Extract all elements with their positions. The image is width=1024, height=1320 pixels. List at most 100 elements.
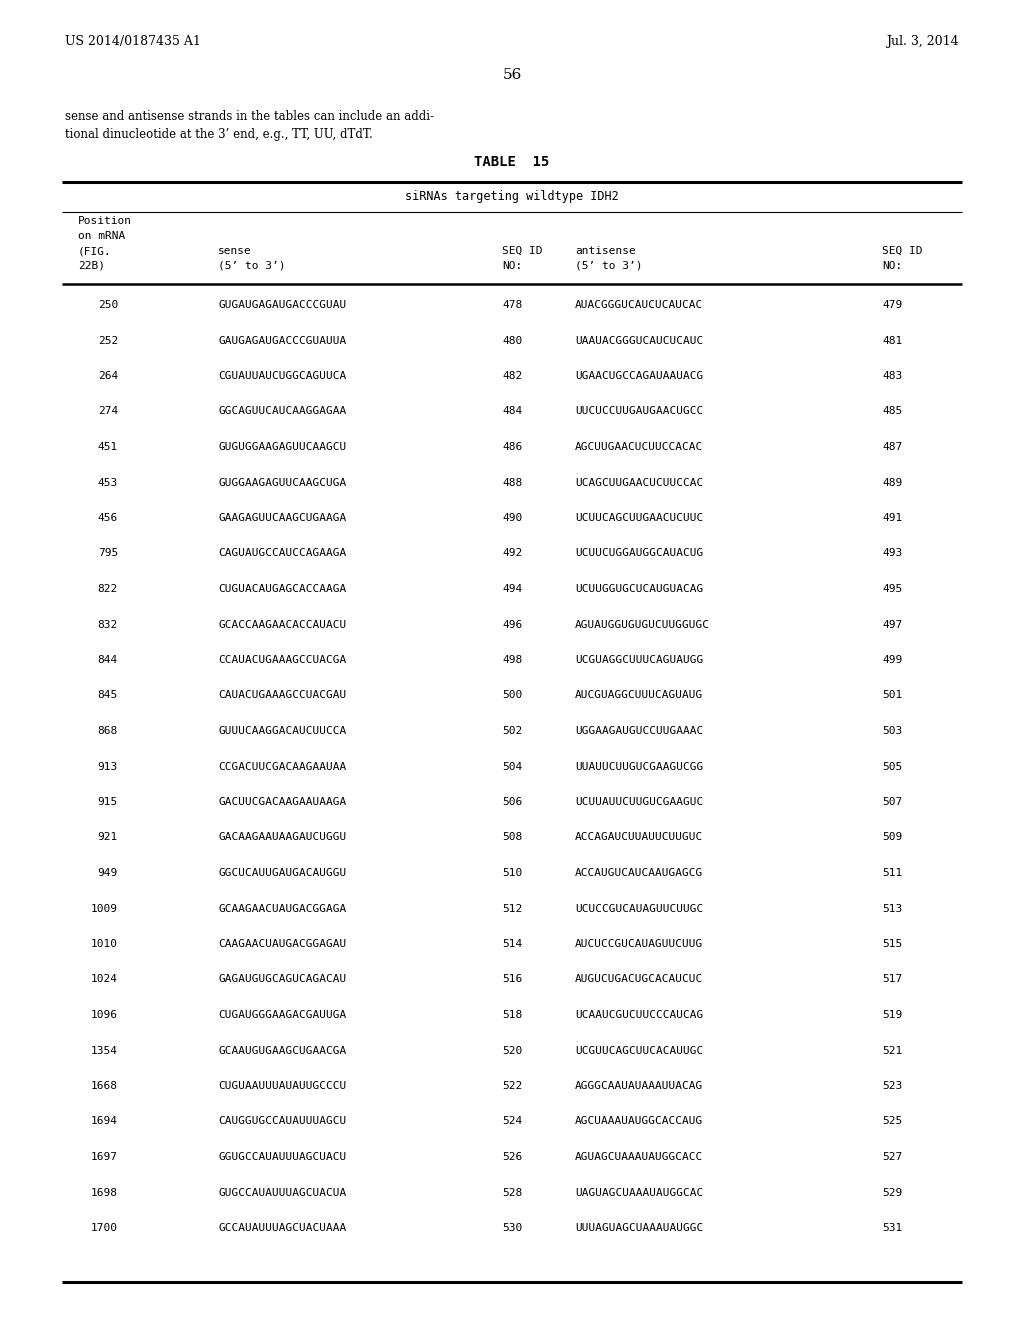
- Text: 521: 521: [882, 1045, 902, 1056]
- Text: 483: 483: [882, 371, 902, 381]
- Text: 844: 844: [97, 655, 118, 665]
- Text: 505: 505: [882, 762, 902, 771]
- Text: 456: 456: [97, 513, 118, 523]
- Text: CGUAUUAUCUGGCAGUUCA: CGUAUUAUCUGGCAGUUCA: [218, 371, 346, 381]
- Text: siRNAs targeting wildtype IDH2: siRNAs targeting wildtype IDH2: [406, 190, 618, 203]
- Text: 274: 274: [97, 407, 118, 417]
- Text: CCGACUUCGACAAGAAUAA: CCGACUUCGACAAGAAUAA: [218, 762, 346, 771]
- Text: AGGGCAAUAUAAAUUACAG: AGGGCAAUAUAAAUUACAG: [575, 1081, 703, 1092]
- Text: 492: 492: [502, 549, 522, 558]
- Text: AGUAUGGUGUGUCUUGGUGC: AGUAUGGUGUGUCUUGGUGC: [575, 619, 710, 630]
- Text: 498: 498: [502, 655, 522, 665]
- Text: 489: 489: [882, 478, 902, 487]
- Text: 526: 526: [502, 1152, 522, 1162]
- Text: 513: 513: [882, 903, 902, 913]
- Text: GAAGAGUUCAAGCUGAAGA: GAAGAGUUCAAGCUGAAGA: [218, 513, 346, 523]
- Text: on mRNA: on mRNA: [78, 231, 125, 242]
- Text: (FIG.: (FIG.: [78, 246, 112, 256]
- Text: 488: 488: [502, 478, 522, 487]
- Text: AUACGGGUCAUCUCAUCAC: AUACGGGUCAUCUCAUCAC: [575, 300, 703, 310]
- Text: 527: 527: [882, 1152, 902, 1162]
- Text: 913: 913: [97, 762, 118, 771]
- Text: 510: 510: [502, 869, 522, 878]
- Text: 512: 512: [502, 903, 522, 913]
- Text: 484: 484: [502, 407, 522, 417]
- Text: 515: 515: [882, 939, 902, 949]
- Text: 493: 493: [882, 549, 902, 558]
- Text: NO:: NO:: [882, 261, 902, 271]
- Text: GCAAUGUGAAGCUGAACGA: GCAAUGUGAAGCUGAACGA: [218, 1045, 346, 1056]
- Text: 509: 509: [882, 833, 902, 842]
- Text: 524: 524: [502, 1117, 522, 1126]
- Text: 487: 487: [882, 442, 902, 451]
- Text: 1697: 1697: [91, 1152, 118, 1162]
- Text: UUCUCCUUGAUGAACUGCC: UUCUCCUUGAUGAACUGCC: [575, 407, 703, 417]
- Text: 516: 516: [502, 974, 522, 985]
- Text: 528: 528: [502, 1188, 522, 1197]
- Text: 514: 514: [502, 939, 522, 949]
- Text: 495: 495: [882, 583, 902, 594]
- Text: GAUGAGAUGACCCGUAUUA: GAUGAGAUGACCCGUAUUA: [218, 335, 346, 346]
- Text: 481: 481: [882, 335, 902, 346]
- Text: CAUGGUGCCAUAUUUAGCU: CAUGGUGCCAUAUUUAGCU: [218, 1117, 346, 1126]
- Text: 530: 530: [502, 1224, 522, 1233]
- Text: Jul. 3, 2014: Jul. 3, 2014: [887, 36, 959, 48]
- Text: 518: 518: [502, 1010, 522, 1020]
- Text: UCGUUCAGCUUCACAUUGC: UCGUUCAGCUUCACAUUGC: [575, 1045, 703, 1056]
- Text: 252: 252: [97, 335, 118, 346]
- Text: 1009: 1009: [91, 903, 118, 913]
- Text: GGUGCCAUAUUUAGCUACU: GGUGCCAUAUUUAGCUACU: [218, 1152, 346, 1162]
- Text: UCUUCUGGAUGGCAUACUG: UCUUCUGGAUGGCAUACUG: [575, 549, 703, 558]
- Text: GAGAUGUGCAGUCAGACAU: GAGAUGUGCAGUCAGACAU: [218, 974, 346, 985]
- Text: 497: 497: [882, 619, 902, 630]
- Text: 250: 250: [97, 300, 118, 310]
- Text: AUCUCCGUCAUAGUUCUUG: AUCUCCGUCAUAGUUCUUG: [575, 939, 703, 949]
- Text: 496: 496: [502, 619, 522, 630]
- Text: 525: 525: [882, 1117, 902, 1126]
- Text: 949: 949: [97, 869, 118, 878]
- Text: SEQ ID: SEQ ID: [882, 246, 923, 256]
- Text: 506: 506: [502, 797, 522, 807]
- Text: 501: 501: [882, 690, 902, 701]
- Text: AUCGUAGGCUUUCAGUAUG: AUCGUAGGCUUUCAGUAUG: [575, 690, 703, 701]
- Text: 519: 519: [882, 1010, 902, 1020]
- Text: AGUAGCUAAAUAUGGCACC: AGUAGCUAAAUAUGGCACC: [575, 1152, 703, 1162]
- Text: 1010: 1010: [91, 939, 118, 949]
- Text: 832: 832: [97, 619, 118, 630]
- Text: US 2014/0187435 A1: US 2014/0187435 A1: [65, 36, 201, 48]
- Text: CAUACUGAAAGCCUACGAU: CAUACUGAAAGCCUACGAU: [218, 690, 346, 701]
- Text: 921: 921: [97, 833, 118, 842]
- Text: (5’ to 3’): (5’ to 3’): [218, 261, 286, 271]
- Text: sense: sense: [218, 246, 252, 256]
- Text: UAGUAGCUAAAUAUGGCAC: UAGUAGCUAAAUAUGGCAC: [575, 1188, 703, 1197]
- Text: GGCUCAUUGAUGACAUGGU: GGCUCAUUGAUGACAUGGU: [218, 869, 346, 878]
- Text: 479: 479: [882, 300, 902, 310]
- Text: sense and antisense strands in the tables can include an addi-: sense and antisense strands in the table…: [65, 110, 434, 123]
- Text: UCAGCUUGAACUCUUCCAC: UCAGCUUGAACUCUUCCAC: [575, 478, 703, 487]
- Text: 822: 822: [97, 583, 118, 594]
- Text: 523: 523: [882, 1081, 902, 1092]
- Text: GUGGAAGAGUUCAAGCUGA: GUGGAAGAGUUCAAGCUGA: [218, 478, 346, 487]
- Text: 491: 491: [882, 513, 902, 523]
- Text: GUGCCAUAUUUAGCUACUA: GUGCCAUAUUUAGCUACUA: [218, 1188, 346, 1197]
- Text: Position: Position: [78, 216, 132, 226]
- Text: (5’ to 3’): (5’ to 3’): [575, 261, 642, 271]
- Text: CUGAUGGGAAGACGAUUGA: CUGAUGGGAAGACGAUUGA: [218, 1010, 346, 1020]
- Text: 522: 522: [502, 1081, 522, 1092]
- Text: UUAUUCUUGUCGAAGUCGG: UUAUUCUUGUCGAAGUCGG: [575, 762, 703, 771]
- Text: 1354: 1354: [91, 1045, 118, 1056]
- Text: 453: 453: [97, 478, 118, 487]
- Text: CUGUAAUUUAUAUUGCCCU: CUGUAAUUUAUAUUGCCCU: [218, 1081, 346, 1092]
- Text: tional dinucleotide at the 3’ end, e.g., TT, UU, dTdT.: tional dinucleotide at the 3’ end, e.g.,…: [65, 128, 373, 141]
- Text: 529: 529: [882, 1188, 902, 1197]
- Text: 517: 517: [882, 974, 902, 985]
- Text: UUUAGUAGCUAAAUAUGGC: UUUAGUAGCUAAAUAUGGC: [575, 1224, 703, 1233]
- Text: GCACCAAGAACACCAUACU: GCACCAAGAACACCAUACU: [218, 619, 346, 630]
- Text: 490: 490: [502, 513, 522, 523]
- Text: UGGAAGAUGUCCUUGAAAC: UGGAAGAUGUCCUUGAAAC: [575, 726, 703, 737]
- Text: CAAGAACUAUGACGGAGAU: CAAGAACUAUGACGGAGAU: [218, 939, 346, 949]
- Text: 1700: 1700: [91, 1224, 118, 1233]
- Text: GUUUCAAGGACAUCUUCCA: GUUUCAAGGACAUCUUCCA: [218, 726, 346, 737]
- Text: 1024: 1024: [91, 974, 118, 985]
- Text: GACUUCGACAAGAAUAAGA: GACUUCGACAAGAAUAAGA: [218, 797, 346, 807]
